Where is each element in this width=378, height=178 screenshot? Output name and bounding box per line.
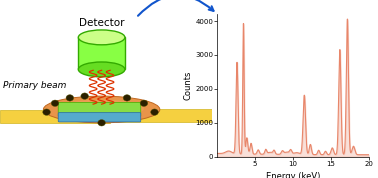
- Bar: [78, 37, 125, 69]
- Circle shape: [123, 95, 131, 101]
- Circle shape: [140, 100, 148, 106]
- Ellipse shape: [59, 100, 144, 117]
- Polygon shape: [0, 110, 110, 123]
- Circle shape: [66, 95, 74, 101]
- FancyBboxPatch shape: [58, 113, 141, 122]
- Polygon shape: [116, 109, 222, 122]
- Text: Primary beam: Primary beam: [3, 81, 67, 90]
- Ellipse shape: [78, 30, 125, 45]
- Circle shape: [43, 109, 50, 115]
- Y-axis label: Counts: Counts: [183, 71, 192, 100]
- FancyBboxPatch shape: [58, 102, 141, 117]
- Ellipse shape: [43, 96, 160, 123]
- Ellipse shape: [78, 62, 125, 77]
- X-axis label: Energy (keV): Energy (keV): [266, 172, 320, 178]
- Circle shape: [151, 109, 158, 115]
- Circle shape: [81, 93, 88, 99]
- Text: Detector: Detector: [79, 19, 124, 28]
- Circle shape: [51, 100, 59, 106]
- Circle shape: [98, 120, 105, 126]
